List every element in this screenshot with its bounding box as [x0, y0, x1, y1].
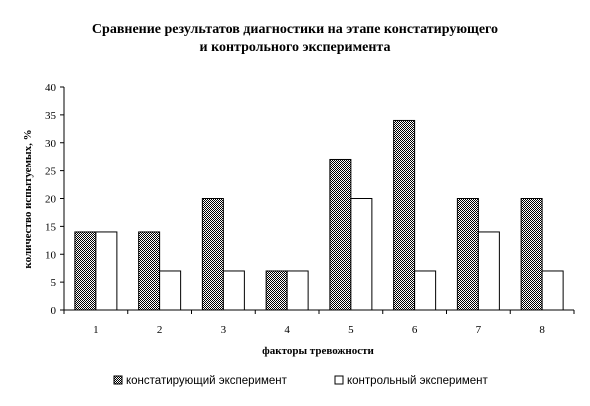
y-tick-label: 25	[45, 166, 57, 178]
chart-title-line-1: Сравнение результатов диагностики на эта…	[92, 22, 498, 37]
x-tick-label: 6	[412, 324, 418, 336]
bar-series-1-cat-8	[520, 198, 543, 311]
legend: констатирующий эксперимент контрольный эк…	[113, 375, 489, 387]
y-tick-label: 0	[51, 305, 57, 317]
bar-series-1-cat-2	[138, 231, 161, 311]
bar-series-2-cat-4	[286, 270, 309, 311]
bar-series-1-cat-6	[393, 119, 416, 311]
plot-area: 0 5 10 15 20 25 30 35 40 1 2 3 4 5 6 7 8	[45, 82, 575, 336]
bar-series-1-cat-1	[74, 231, 97, 311]
x-tick-label: 7	[476, 324, 482, 336]
y-tick-label: 5	[51, 277, 57, 289]
x-tick-label: 1	[93, 324, 99, 336]
legend-swatch-1	[113, 375, 123, 385]
y-tick-label: 10	[45, 249, 57, 261]
x-tick-label: 8	[539, 324, 545, 336]
y-tick-label: 20	[45, 194, 57, 206]
x-axis-label: факторы тревожности	[262, 345, 374, 357]
x-tick-label: 2	[157, 324, 163, 336]
bar-series-2-cat-6	[414, 270, 437, 311]
chart-title-line-2: и контрольного эксперимента	[200, 40, 391, 55]
legend-label-2: контрольный эксперимент	[347, 375, 489, 387]
bar-series-2-cat-5	[350, 198, 373, 311]
bar-series-1-cat-5	[329, 158, 352, 311]
legend-label-1: констатирующий эксперимент	[126, 375, 288, 387]
bar-series-2-cat-8	[541, 270, 564, 311]
bar-series-2-cat-2	[159, 270, 182, 311]
bar-series-1-cat-4	[265, 270, 288, 311]
x-tick-label: 4	[284, 324, 290, 336]
x-tick-label: 5	[348, 324, 354, 336]
bar-series-1-cat-3	[201, 198, 224, 311]
legend-swatch-2	[334, 375, 344, 385]
bar-series-2-cat-1	[95, 231, 118, 311]
y-tick-label: 15	[45, 221, 57, 233]
y-tick-label: 40	[45, 82, 57, 94]
bar-series-2-cat-3	[222, 270, 245, 311]
bar-series-1-cat-7	[456, 198, 479, 311]
y-axis-label: количество испытуемых, %	[22, 129, 34, 268]
x-tick-label: 3	[221, 324, 227, 336]
y-tick-label: 30	[45, 138, 57, 150]
y-tick-label: 35	[45, 110, 57, 122]
bar-series-2-cat-7	[477, 231, 500, 311]
